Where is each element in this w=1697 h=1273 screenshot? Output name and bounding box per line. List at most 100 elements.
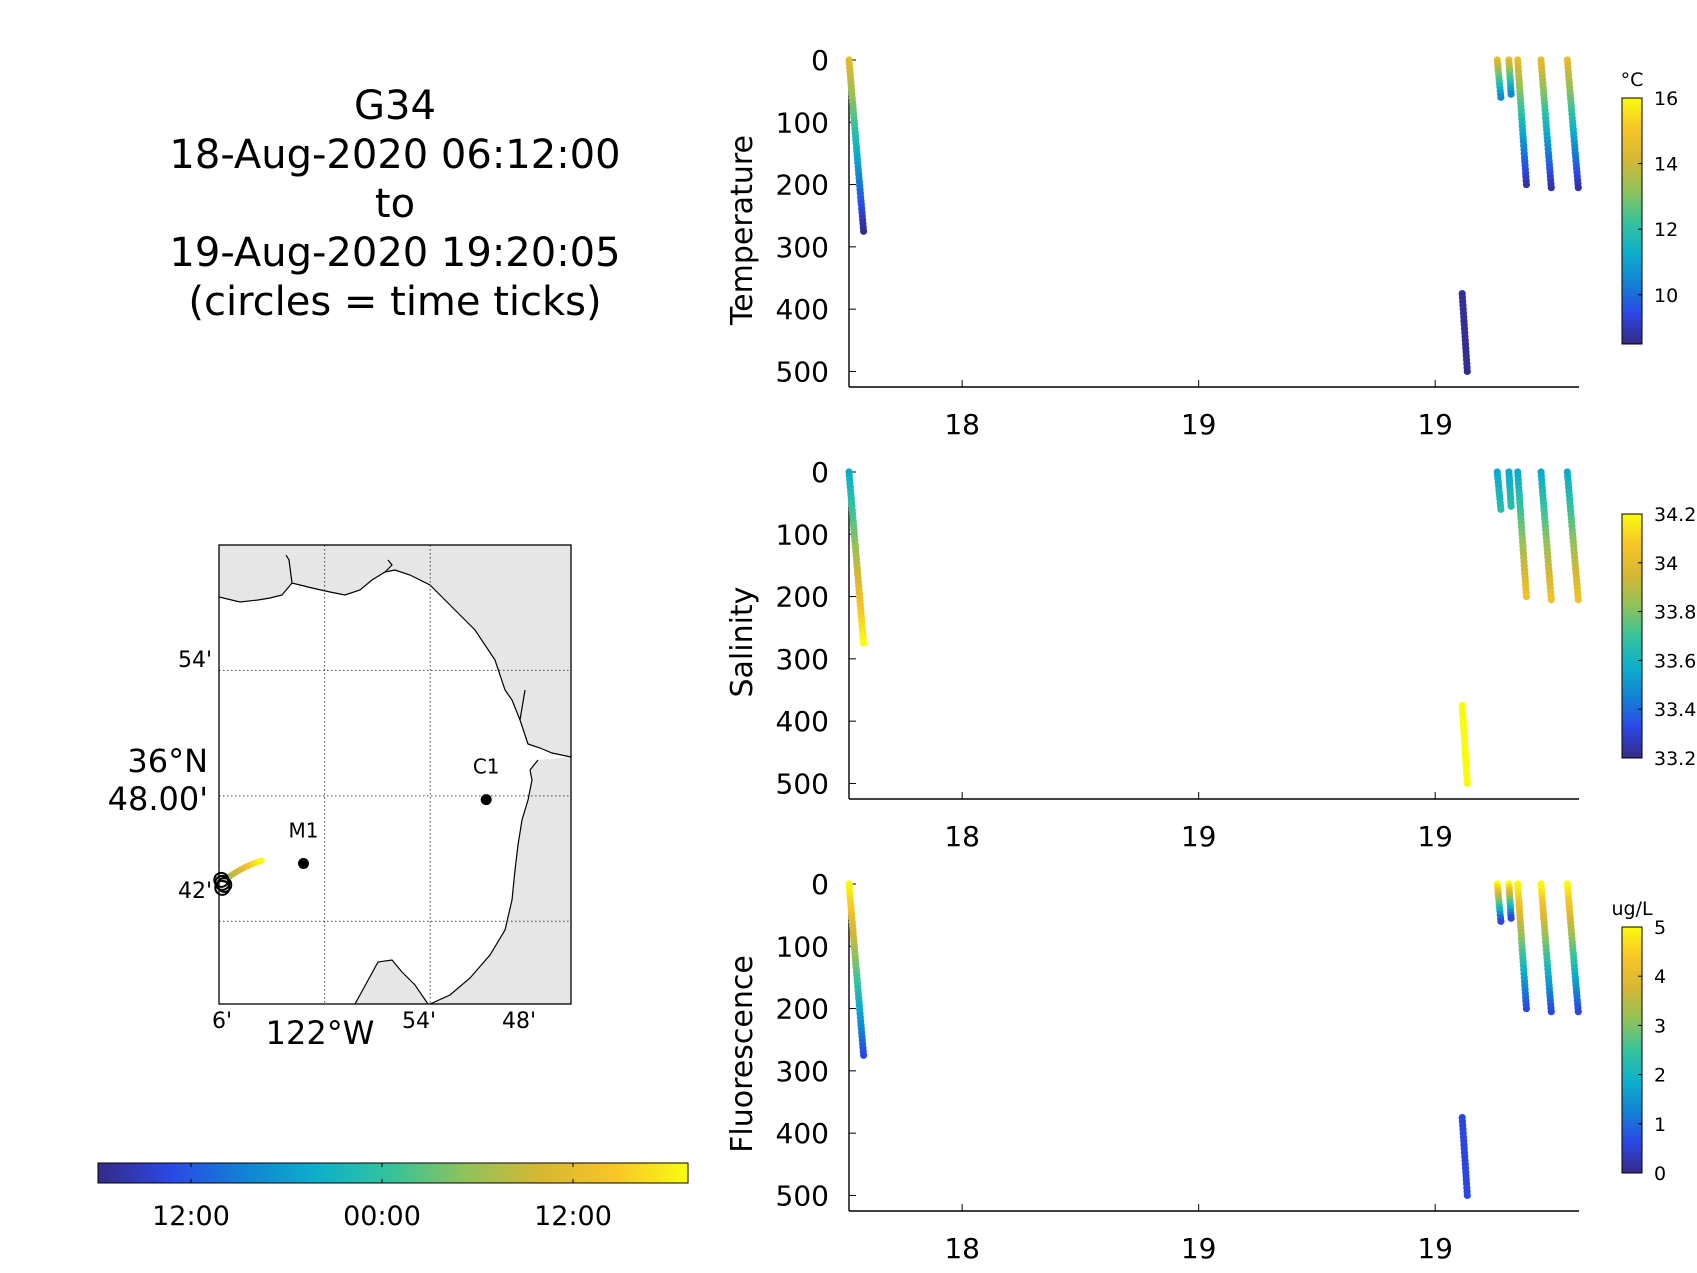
colorbar-tick: 0 [1654,1163,1666,1185]
time-colorbar-fill [97,1162,689,1184]
colorbar-tick: 33.4 [1654,699,1696,721]
title-line-end: 19-Aug-2020 19:20:05 [169,230,621,276]
profile-point [1497,505,1505,513]
fluorescence-panel: 0 100 200 300 400 500 18 19 19 Fluorescence 0 1 2 3 4 5… [725,868,1666,1265]
time-tick-circle [214,879,231,896]
map-frame [218,544,572,1005]
title-line-to: to [374,181,416,227]
title-line-note: (circles = time ticks) [188,279,602,325]
colorbar-tick: 10 [1654,285,1678,307]
colorbar-tick: 3 [1654,1015,1666,1037]
colorbar [1621,513,1643,759]
colorbar-tick: 4 [1654,966,1666,988]
lon-main: 122°W [266,1014,375,1052]
colorbar-unit: °C [1621,69,1644,91]
profile-point [1463,779,1471,788]
y-tick-label: 400 [776,1117,829,1150]
map-gridlines [219,545,571,1004]
temperature-panel: 0 100 200 300 400 500 18 19 19 Temperature 10 12 14 1… [725,44,1678,441]
profile-point [1574,184,1582,192]
x-tick-label: 19 [1417,408,1453,441]
y-tick-label: 200 [776,993,829,1026]
profile-point [1463,1191,1471,1200]
map-land-east [430,757,571,1004]
profile-point [1547,184,1555,192]
profile-point [1574,1008,1582,1016]
figure-title: G34 18-Aug-2020 06:12:00 to 19-Aug-2020 … [130,82,660,327]
glider-track [213,857,265,896]
colorbar-tick: 33.6 [1654,650,1696,672]
x-tick-label: 19 [1417,820,1453,853]
x-tick-label: 19 [1181,408,1217,441]
x-tick-label: 19 [1181,820,1217,853]
y-tick-label: 500 [776,1179,829,1212]
lon-tick-54: 54' [402,1009,436,1034]
colorbar [1621,926,1643,1174]
lon-tick-48: 48' [502,1009,536,1034]
x-tick-label: 18 [944,1232,980,1265]
colorbar-tick: 14 [1654,154,1678,176]
y-tick-label: 400 [776,705,829,738]
profile-point [860,1051,868,1059]
colorbar-tick: 34.2 [1654,504,1696,526]
profile-point [1507,914,1515,922]
colorbar-tick: 2 [1654,1065,1666,1087]
y-tick-label: 0 [811,456,829,489]
colorbar-tick: 16 [1654,88,1678,110]
colorbar-tick: 33.8 [1654,602,1696,624]
lon-tick-6: 6' [212,1009,232,1034]
profile-point [1522,592,1531,601]
station-label: M1 [288,819,318,843]
colorbar-tick: 1 [1654,1114,1666,1136]
profile-point [1507,90,1515,98]
y-tick-label: 400 [776,293,829,326]
colorbar-unit: ug/L [1611,898,1653,920]
profile-point [860,639,868,647]
y-tick-label: 200 [776,169,829,202]
colorbar-tick: 34 [1654,553,1678,575]
map-land-north [219,545,571,757]
profile-point [1507,502,1515,510]
profile-point [1463,367,1471,376]
y-tick-label: 0 [811,868,829,901]
station-marker [297,858,309,870]
time-tick-1: 12:00 [152,1201,230,1232]
y-tick-label: 300 [776,231,829,264]
lat-main-deg: 36°N [127,742,208,780]
profile-point [1547,596,1555,604]
colorbar-tick: 12 [1654,219,1678,241]
x-tick-label: 18 [944,820,980,853]
station-marker [480,794,492,806]
y-axis-label: Temperature [725,135,760,326]
y-axis-label: Salinity [725,587,760,698]
profile-point [1522,1004,1531,1013]
profile-point [1522,180,1531,189]
y-tick-label: 200 [776,581,829,614]
colorbar-tick: 33.2 [1654,748,1696,770]
colorbar-tick: 5 [1654,917,1666,939]
y-tick-label: 300 [776,1055,829,1088]
title-line-glider: G34 [354,83,436,129]
map-stations: M1 C1 [288,755,500,870]
y-tick-label: 100 [776,106,829,139]
profile-point [1574,596,1582,604]
lat-tick-54: 54' [178,648,212,673]
profile-point [1497,93,1505,101]
profile-point [1497,917,1505,925]
station-label: C1 [473,755,500,779]
map-panel: M1 C1 54' 42' 36°N 48.00' 6' 54' 48' 122°… [108,544,572,1052]
time-tick-2: 00:00 [343,1201,421,1232]
time-colorbar: 12:00 00:00 12:00 [97,1162,689,1232]
salinity-panel: 0 100 200 300 400 500 18 19 19 Salinity 33.2 33.4 33… [725,456,1696,853]
title-line-start: 18-Aug-2020 06:12:00 [169,132,621,178]
map-coastline [219,554,571,1004]
x-tick-label: 18 [944,408,980,441]
profile-point [1547,1008,1555,1016]
track-point [258,857,265,864]
lat-main-min: 48.00' [108,780,208,818]
colorbar [1621,97,1643,345]
x-tick-label: 19 [1181,1232,1217,1265]
time-tick-circle [216,876,233,893]
profile-point [860,227,868,235]
